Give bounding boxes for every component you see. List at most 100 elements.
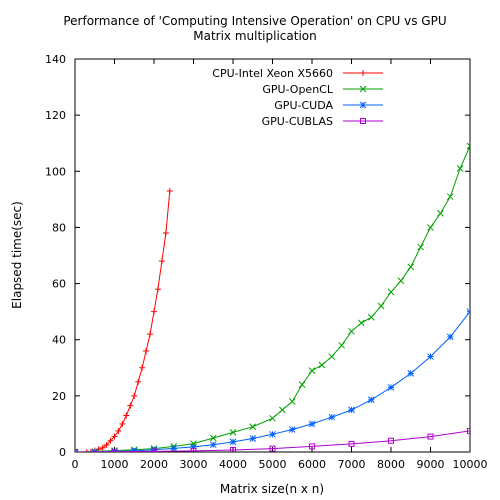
data-point — [83, 449, 90, 452]
legend-marker — [359, 85, 367, 93]
data-point — [466, 308, 470, 315]
data-point — [103, 441, 110, 448]
y-axis-label: Elapsed time(sec) — [10, 201, 24, 309]
y-tick-label: 100 — [45, 165, 66, 178]
x-tick-label: 1000 — [101, 458, 129, 471]
data-point — [107, 437, 114, 444]
data-point — [367, 396, 375, 404]
y-tick-label: 60 — [52, 278, 66, 291]
legend-label: GPU-CUBLAS — [262, 115, 333, 128]
chart-title: Performance of 'Computing Intensive Oper… — [63, 14, 446, 28]
data-point — [87, 449, 94, 452]
legend-label: GPU-OpenCL — [262, 83, 334, 96]
data-point — [328, 353, 336, 360]
data-point — [269, 430, 276, 438]
series-layer — [75, 142, 470, 452]
data-point — [151, 448, 157, 452]
series-line — [75, 311, 470, 452]
series-line — [75, 430, 470, 452]
x-tick-label: 0 — [72, 458, 79, 471]
data-point — [154, 286, 161, 293]
series-line — [75, 145, 470, 452]
data-point — [111, 448, 118, 452]
series-line — [86, 190, 171, 452]
x-tick-label: 6000 — [298, 458, 326, 471]
data-point — [397, 277, 405, 285]
legend-marker — [360, 118, 366, 124]
data-point — [229, 428, 237, 436]
x-tick-label: 2000 — [140, 458, 168, 471]
data-point — [151, 308, 157, 315]
data-point — [466, 142, 470, 150]
data-point — [190, 447, 197, 452]
x-tick-label: 10000 — [453, 458, 488, 471]
data-point — [437, 210, 444, 217]
data-point — [279, 406, 286, 414]
x-tick-label: 4000 — [219, 458, 247, 471]
data-point — [427, 433, 434, 440]
y-tick-label: 0 — [59, 446, 66, 459]
x-tick-label: 5000 — [259, 458, 287, 471]
data-point — [139, 364, 146, 371]
data-point — [308, 367, 316, 374]
data-point — [427, 353, 434, 360]
series-plus — [83, 187, 173, 452]
data-point — [446, 333, 454, 341]
data-point — [127, 402, 134, 409]
y-tick-label: 140 — [45, 53, 66, 66]
data-point — [99, 444, 106, 451]
data-point — [166, 187, 173, 194]
data-point — [158, 258, 165, 265]
data-point — [387, 384, 395, 391]
data-point — [407, 263, 415, 271]
x-tick-label: 7000 — [338, 458, 366, 471]
data-point — [446, 193, 454, 200]
data-point — [288, 426, 296, 433]
data-point — [308, 420, 316, 428]
data-point — [147, 331, 154, 338]
data-point — [358, 319, 365, 327]
data-point — [328, 413, 336, 421]
data-point — [367, 313, 375, 321]
data-point — [249, 435, 257, 442]
data-point — [115, 427, 122, 434]
data-point — [388, 437, 394, 444]
chart-subtitle: Matrix multiplication — [193, 29, 317, 43]
data-point — [230, 447, 236, 452]
data-point — [131, 392, 138, 399]
y-tick-label: 20 — [52, 390, 66, 403]
data-point — [456, 165, 464, 172]
legend: CPU-Intel Xeon X5660 GPU-OpenCL GPU-CUDA GP… — [212, 67, 383, 128]
data-point — [298, 381, 306, 388]
data-point — [318, 361, 326, 369]
data-point — [111, 433, 118, 440]
legend-marker — [359, 101, 367, 109]
axis-ticks: 0 1000 2000 3000 4000 5000 6000 7000 8000 9000 100… — [45, 53, 488, 471]
data-point — [348, 406, 355, 414]
x-tick-label: 8000 — [377, 458, 405, 471]
x-tick-label: 3000 — [180, 458, 208, 471]
data-point — [338, 341, 345, 349]
data-point — [417, 243, 424, 251]
data-point — [91, 448, 99, 452]
data-point — [119, 420, 126, 427]
data-point — [288, 398, 296, 405]
legend-label: GPU-CUDA — [274, 99, 333, 112]
data-point — [135, 378, 142, 385]
data-point — [162, 230, 169, 237]
x-axis-label: Matrix size(n x n) — [220, 482, 324, 496]
series-x — [75, 142, 470, 452]
data-point — [209, 441, 217, 449]
y-tick-label: 80 — [52, 221, 66, 234]
y-tick-label: 120 — [45, 109, 66, 122]
x-tick-label: 9000 — [417, 458, 445, 471]
data-point — [407, 370, 415, 377]
legend-label: CPU-Intel Xeon X5660 — [212, 67, 333, 80]
series-star — [75, 308, 470, 452]
data-point — [209, 434, 217, 442]
data-point — [348, 327, 355, 335]
legend-marker — [360, 70, 366, 76]
data-point — [309, 443, 315, 450]
data-point — [249, 423, 257, 431]
data-point — [143, 347, 150, 354]
